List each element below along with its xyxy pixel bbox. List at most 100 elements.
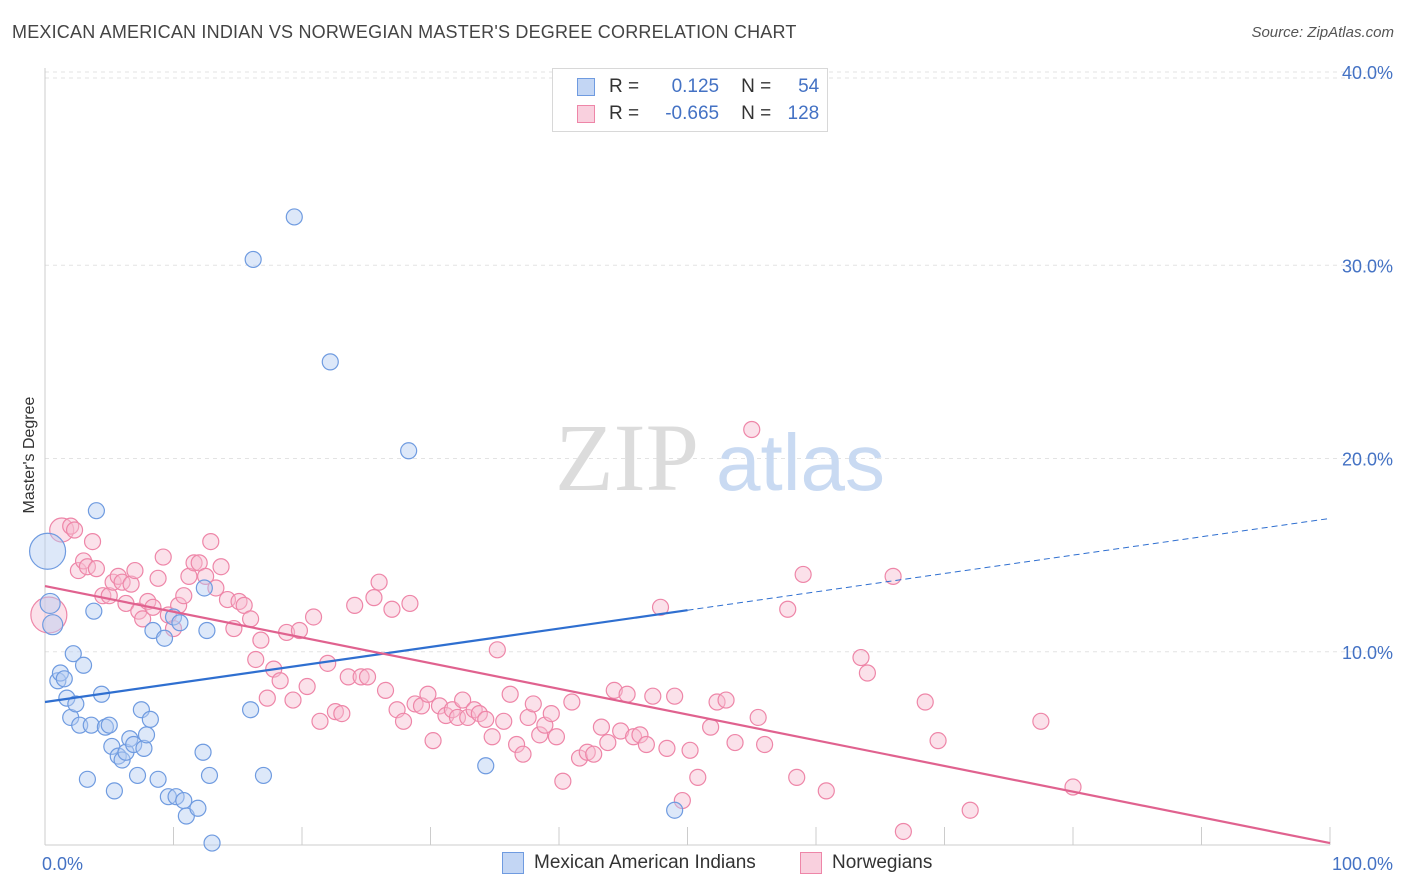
norwegians-point <box>501 685 519 703</box>
legend-swatch-pink <box>577 105 595 123</box>
watermark: ZIP atlas <box>555 404 885 511</box>
legend-row-pink: R = -0.665 N = 128 <box>577 102 819 126</box>
mexican-american-indians-point <box>477 757 495 775</box>
norwegians-point <box>618 685 636 703</box>
legend-r-label: R = <box>609 103 640 124</box>
mexican-american-indians-point <box>64 645 82 663</box>
mexican-american-indians-point <box>125 735 143 754</box>
x-tick-label: 100.0% <box>1332 854 1393 874</box>
norwegians-point <box>370 573 388 591</box>
mexican-american-indians-point <box>100 716 118 734</box>
chart-title: MEXICAN AMERICAN INDIAN VS NORWEGIAN MAS… <box>12 22 797 42</box>
norwegians-point <box>531 726 549 744</box>
norwegians-point <box>430 697 449 715</box>
norwegians-point <box>1032 712 1050 730</box>
mexican-american-indians-point <box>400 442 418 460</box>
norwegians-point <box>542 704 560 723</box>
norwegians-point <box>717 691 735 709</box>
axes <box>44 68 1331 846</box>
norwegians-point <box>185 554 203 572</box>
mexican-american-indians-point <box>285 208 303 226</box>
mexican-american-indians-point <box>113 751 131 769</box>
norwegians-point <box>681 741 699 759</box>
norwegians-point <box>599 733 617 752</box>
norwegians-point <box>961 801 979 819</box>
norwegians-point <box>916 693 934 711</box>
norwegians-point <box>311 712 329 730</box>
norwegians-point <box>134 610 152 628</box>
mexican-american-indians-point <box>67 695 85 713</box>
norwegians-point <box>352 668 370 686</box>
norwegians-point <box>284 691 302 709</box>
norwegians-point <box>702 718 720 736</box>
norwegians-point <box>507 735 526 754</box>
mexican-american-indians-point <box>155 629 174 647</box>
source-credit: Source: ZipAtlas.com <box>1251 24 1394 41</box>
norwegians-point <box>83 532 102 551</box>
norwegians-point <box>585 745 603 763</box>
norwegians-point <box>454 691 472 709</box>
legend-item-mexican-american-indians: Mexican American Indians <box>502 852 756 874</box>
norwegians-point <box>419 685 437 703</box>
mexican-american-indians-point <box>141 710 159 728</box>
legend-label-mexican-american-indians: Mexican American Indians <box>534 852 756 873</box>
norwegians-point <box>202 532 220 551</box>
norwegians-point <box>212 558 230 576</box>
norwegians-point <box>69 561 88 580</box>
mexican-american-indians-point <box>195 579 213 597</box>
legend-label-norwegians: Norwegians <box>832 852 933 873</box>
norwegians-point <box>406 695 424 713</box>
mexican-american-indians-point <box>200 766 219 785</box>
norwegians-point <box>788 768 806 786</box>
norwegians-point <box>470 704 488 723</box>
trend-line-norwegians <box>44 584 1331 845</box>
trend-line-mexican-american-indians <box>44 609 688 704</box>
legend-swatch-mexican-american-indians <box>502 852 524 874</box>
norwegians-point <box>794 565 812 584</box>
norwegians-point <box>242 610 260 628</box>
tick-labels: 10.0% 20.0% 30.0% 40.0% 0.0% 100.0% <box>42 63 1393 874</box>
mexican-american-indians-point <box>42 614 64 636</box>
legend-n-value: 54 <box>798 76 820 97</box>
legend-r-label: R = <box>609 76 640 97</box>
y-tick-label: 20.0% <box>1342 450 1393 470</box>
mexican-american-indians-point <box>666 801 684 819</box>
norwegians-point <box>126 561 144 580</box>
norwegians-point <box>298 677 316 696</box>
norwegians-point <box>749 708 767 727</box>
series-legend: Mexican American Indians Norwegians <box>0 852 1406 878</box>
norwegians-point <box>401 594 419 613</box>
norwegians-point <box>514 745 532 763</box>
norwegians-point <box>358 668 377 686</box>
norwegians-point <box>563 693 581 711</box>
mexican-american-indians-point <box>149 770 167 788</box>
mexican-american-indians-point <box>87 502 106 520</box>
norwegians-point <box>637 735 655 754</box>
norwegians-point <box>483 728 501 746</box>
norwegians-point <box>651 598 670 616</box>
norwegians-point <box>624 728 643 746</box>
correlation-legend: R = 0.125 N = 54 R = -0.665 N = 128 <box>552 68 828 132</box>
trend-line-mexican-american-indians-extension <box>687 517 1331 611</box>
norwegians-point <box>524 695 542 713</box>
legend-item-norwegians: Norwegians <box>800 852 932 874</box>
legend-n-label: N = <box>741 76 772 97</box>
watermark-atlas: atlas <box>716 418 885 507</box>
mexican-american-indians-point <box>82 716 100 734</box>
norwegians-points <box>30 420 1082 841</box>
norwegians-point <box>779 600 797 618</box>
x-tick-label: 0.0% <box>42 854 83 874</box>
mexican-american-indians-points <box>28 208 684 852</box>
norwegians-point <box>644 687 662 705</box>
norwegians-point <box>376 681 395 700</box>
mexican-american-indians-point <box>85 602 103 620</box>
norwegians-point <box>488 641 506 659</box>
norwegians-point <box>339 668 357 686</box>
norwegians-point <box>247 650 265 669</box>
legend-row-blue: R = 0.125 N = 54 <box>577 75 819 99</box>
mexican-american-indians-point <box>105 782 123 800</box>
mexican-american-indians-point <box>321 353 339 371</box>
mexican-american-indians-point <box>78 770 97 788</box>
mexican-american-indians-point <box>254 766 273 785</box>
norwegians-point <box>333 704 351 723</box>
